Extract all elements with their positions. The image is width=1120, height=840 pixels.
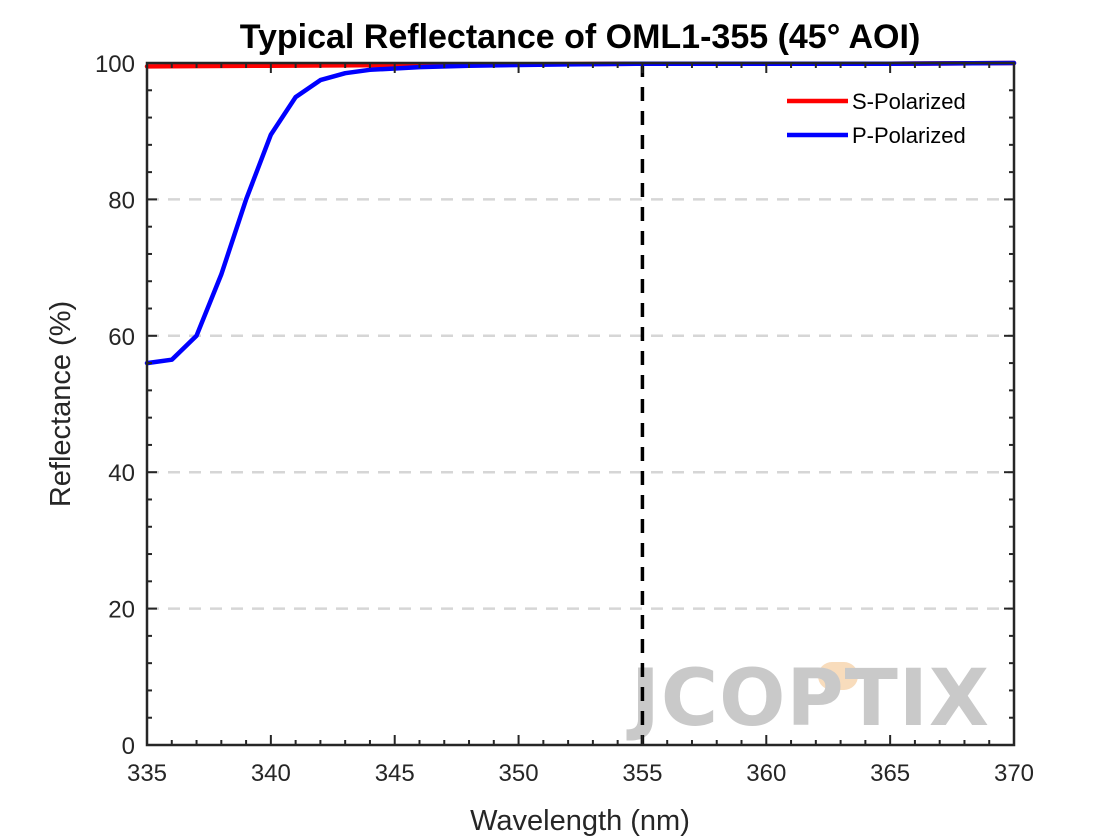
axes-frame (145, 61, 1016, 747)
y-tick-labels: 0 20 40 60 80 100 (95, 51, 135, 760)
x-tick-labels: 335 340 345 350 355 360 365 370 (127, 760, 1034, 787)
watermark-accent (818, 662, 858, 690)
chart-title: Typical Reflectance of OML1-355 (45° AOI… (240, 18, 921, 56)
x-tick-label: 335 (127, 760, 167, 787)
y-tick-label: 60 (108, 324, 135, 351)
x-tick-label: 365 (870, 760, 910, 787)
legend-label-p-polarized: P-Polarized (852, 123, 966, 148)
plot-frame (145, 61, 1016, 747)
watermark-logo: JCOPTIX (626, 654, 990, 744)
y-tick-label: 0 (122, 733, 135, 760)
y-tick-label: 40 (108, 460, 135, 487)
y-tick-label: 20 (108, 597, 135, 624)
x-tick-label: 370 (994, 760, 1034, 787)
x-tick-label: 360 (746, 760, 786, 787)
y-axis-label: Reflectance (%) (45, 301, 77, 507)
legend: S-Polarized P-Polarized (787, 89, 966, 148)
legend-label-s-polarized: S-Polarized (852, 89, 966, 114)
x-axis-label: Wavelength (nm) (470, 805, 690, 837)
y-tick-label: 100 (95, 51, 135, 78)
x-tick-label: 350 (499, 760, 539, 787)
x-tick-label: 355 (622, 760, 662, 787)
grid-lines (147, 198, 1014, 610)
x-tick-label: 345 (375, 760, 415, 787)
x-tick-label: 340 (251, 760, 291, 787)
watermark-text: JCOPTIX (626, 654, 990, 744)
y-tick-label: 80 (108, 187, 135, 214)
